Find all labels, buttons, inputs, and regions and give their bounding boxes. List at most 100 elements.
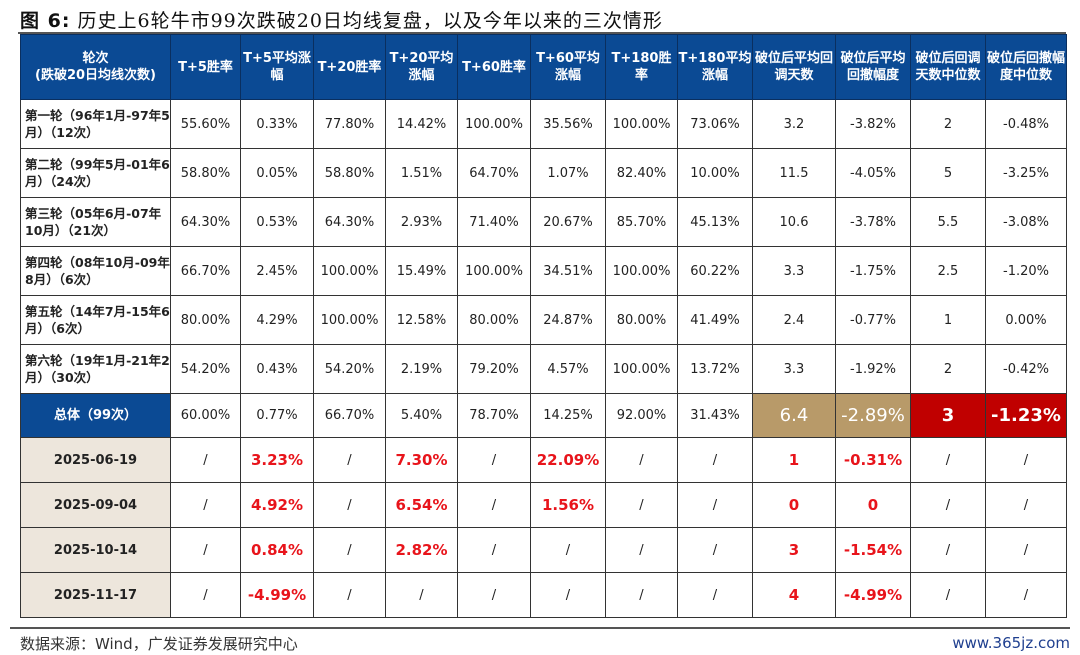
table-cell: 3.2 [752,99,836,149]
total-row: 总体（99次） 60.00% 0.77% 66.70% 5.40% 78.70% 14.25… [20,393,1067,438]
table-cell: 41.49% [677,295,753,345]
column-header: 破位后平均回撤幅度 [835,34,911,100]
table-cell: 0.05% [240,148,314,198]
table-cell: -2.89% [835,393,911,438]
table-cell: 35.56% [530,99,606,149]
table-cell: 100.00% [605,99,678,149]
table-cell: 60.22% [677,246,753,296]
row-label: 2025-10-14 [20,527,171,573]
table-cell: -0.31% [835,437,911,483]
column-header: T+60胜率 [457,34,531,100]
table-cell: 100.00% [313,295,386,345]
table-cell: 6.4 [752,393,836,438]
table-cell: 13.72% [677,344,753,394]
table-row: 2025-09-04/4.92%/6.54%/1.56% //0 0// [20,482,1067,528]
table-cell: 7.30% [385,437,458,483]
table-cell: 85.70% [605,197,678,247]
table-cell: 0 [835,482,911,528]
table-cell: 4.92% [240,482,314,528]
table-cell: / [605,527,678,573]
table-cell: / [313,482,386,528]
table-cell: 73.06% [677,99,753,149]
table-cell: / [677,527,753,573]
watermark: www.365jz.com [952,634,1070,652]
table-cell: 3.3 [752,344,836,394]
table-cell: 64.70% [457,148,531,198]
table-cell: 1.56% [530,482,606,528]
table-cell: 100.00% [313,246,386,296]
table-cell: / [605,482,678,528]
table-cell: / [985,437,1067,483]
table-cell: 0.53% [240,197,314,247]
table-cell: / [605,572,678,618]
table-cell: / [677,482,753,528]
table-cell: 58.80% [313,148,386,198]
table-cell: / [677,572,753,618]
row-label: 第一轮（96年1月-97年5月）（12次） [20,99,171,149]
table-cell: -1.54% [835,527,911,573]
row-label: 第六轮（19年1月-21年2月）（30次） [20,344,171,394]
table-cell: 79.20% [457,344,531,394]
table-cell: 6.54% [385,482,458,528]
table-cell: / [385,572,458,618]
table-cell: 5.40% [385,393,458,438]
table-cell: 10.6 [752,197,836,247]
table-row: 第三轮（05年6月-07年10月）（21次） 64.30% 0.53% 64.30% 2… [20,197,1067,247]
table-cell: 100.00% [457,99,531,149]
table-cell: / [457,527,531,573]
row-label: 第四轮（08年10月-09年8月）（6次） [20,246,171,296]
table-cell: / [677,437,753,483]
table-cell: 22.09% [530,437,606,483]
table-cell: 2.4 [752,295,836,345]
table-cell: / [985,482,1067,528]
table-cell: 10.00% [677,148,753,198]
table-cell: 14.42% [385,99,458,149]
table-cell: 77.80% [313,99,386,149]
table-cell: 4 [752,572,836,618]
table-cell: / [313,437,386,483]
table-cell: 2.93% [385,197,458,247]
table-cell: 3 [752,527,836,573]
footer-divider [10,627,1070,629]
table-cell: -3.08% [985,197,1067,247]
table-cell: / [910,527,986,573]
table-cell: -0.48% [985,99,1067,149]
table-cell: 58.80% [170,148,241,198]
table-cell: 5 [910,148,986,198]
table-cell: / [170,527,241,573]
figure-number: 图 6: [20,10,71,32]
table-cell: 4.29% [240,295,314,345]
table-cell: -0.42% [985,344,1067,394]
table-cell: 12.58% [385,295,458,345]
table-cell: 100.00% [605,246,678,296]
row-label: 第五轮（14年7月-15年6月）（6次） [20,295,171,345]
column-header: 破位后回调天数中位数 [910,34,986,100]
table-cell: 3.3 [752,246,836,296]
table-cell: 31.43% [677,393,753,438]
table-cell: / [910,572,986,618]
table-cell: 2 [910,99,986,149]
table-cell: 3 [910,393,986,438]
column-header: T+20平均涨幅 [385,34,458,100]
table-cell: 100.00% [457,246,531,296]
table-cell: / [530,527,606,573]
table-row: 2025-10-14/0.84%/2.82% / / //3 -1.54% / / [20,527,1067,573]
column-header: T+5胜率 [170,34,241,100]
row-label: 第二轮（99年5月-01年6月）（24次） [20,148,171,198]
table-cell: 24.87% [530,295,606,345]
table-cell: / [170,572,241,618]
table-cell: 60.00% [170,393,241,438]
table-cell: -3.82% [835,99,911,149]
table-cell: 20.67% [530,197,606,247]
table-cell: / [170,437,241,483]
table-cell: / [457,572,531,618]
table-cell: 0.77% [240,393,314,438]
table-cell: 2.45% [240,246,314,296]
table-cell: / [910,437,986,483]
table-cell: 45.13% [677,197,753,247]
table-cell: / [605,437,678,483]
table-cell: -3.78% [835,197,911,247]
data-table: 轮次 (跌破20日均线次数) T+5胜率 T+5平均涨幅 T+20胜率 T+20平均涨幅… [20,34,1067,618]
table-row: 第二轮（99年5月-01年6月）（24次） 58.80% 0.05% 58.80% 1.… [20,148,1067,198]
table-cell: 15.49% [385,246,458,296]
